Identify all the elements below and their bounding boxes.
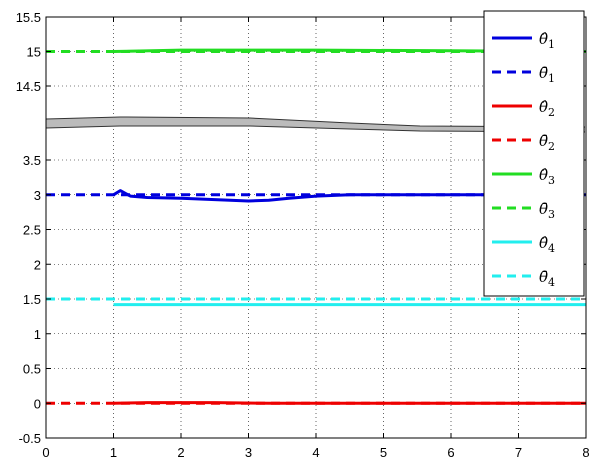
legend-label: θ̄1 [539,64,555,85]
x-tick-label: 2 [177,445,184,460]
y-tick-label: 15.5 [16,10,41,25]
legend-label: θ̂3 [539,166,555,187]
x-tick-label: 3 [245,445,252,460]
y-tick-label: 0.5 [23,362,41,377]
series-line-2-solid [113,401,586,405]
x-axis: 0 1 2 3 4 5 6 7 8 [42,17,590,460]
series-line-1-solid [112,189,586,203]
break-band-fill [46,117,585,132]
legend-label: θ̄2 [539,132,555,153]
x-tick-label: 1 [110,445,117,460]
legend-label: θ̄4 [539,268,555,289]
legend-label: θ̄3 [539,200,555,221]
y-tick-label: 14.5 [16,79,41,94]
x-tick-label: 7 [515,445,522,460]
legend: θ̂1 θ̄1 θ̂2 θ̄2 θ̂3 θ̄3 θ̂4 θ̄4 [483,10,585,297]
axis-break-band [45,116,586,133]
x-tick-label: 0 [42,445,49,460]
y-tick-label: 1 [34,327,41,342]
y-tick-label: 2.5 [23,223,41,238]
y-tick-label: 2 [34,257,41,272]
x-tick-label: 6 [447,445,454,460]
legend-box [483,10,585,297]
x-tick-label: 8 [582,445,589,460]
break-band-bottom-edge [45,125,586,133]
break-band-top-edge [45,116,586,128]
legend-label: θ̂2 [539,98,555,119]
legend-label: θ̂4 [539,234,555,255]
x-tick-label: 4 [312,445,319,460]
y-tick-label: 15 [27,45,41,60]
y-tick-label: 3.5 [23,153,41,168]
y-axis: -0.5 0 0.5 1 1.5 2 2.5 3 3.5 14.5 15 15.5 [16,10,586,446]
y-tick-label: -0.5 [19,431,41,446]
x-tick-label: 5 [380,445,387,460]
y-tick-label: 0 [34,396,41,411]
y-tick-label: 3 [34,188,41,203]
y-tick-label: 1.5 [23,292,41,307]
legend-label: θ̂1 [539,30,555,51]
